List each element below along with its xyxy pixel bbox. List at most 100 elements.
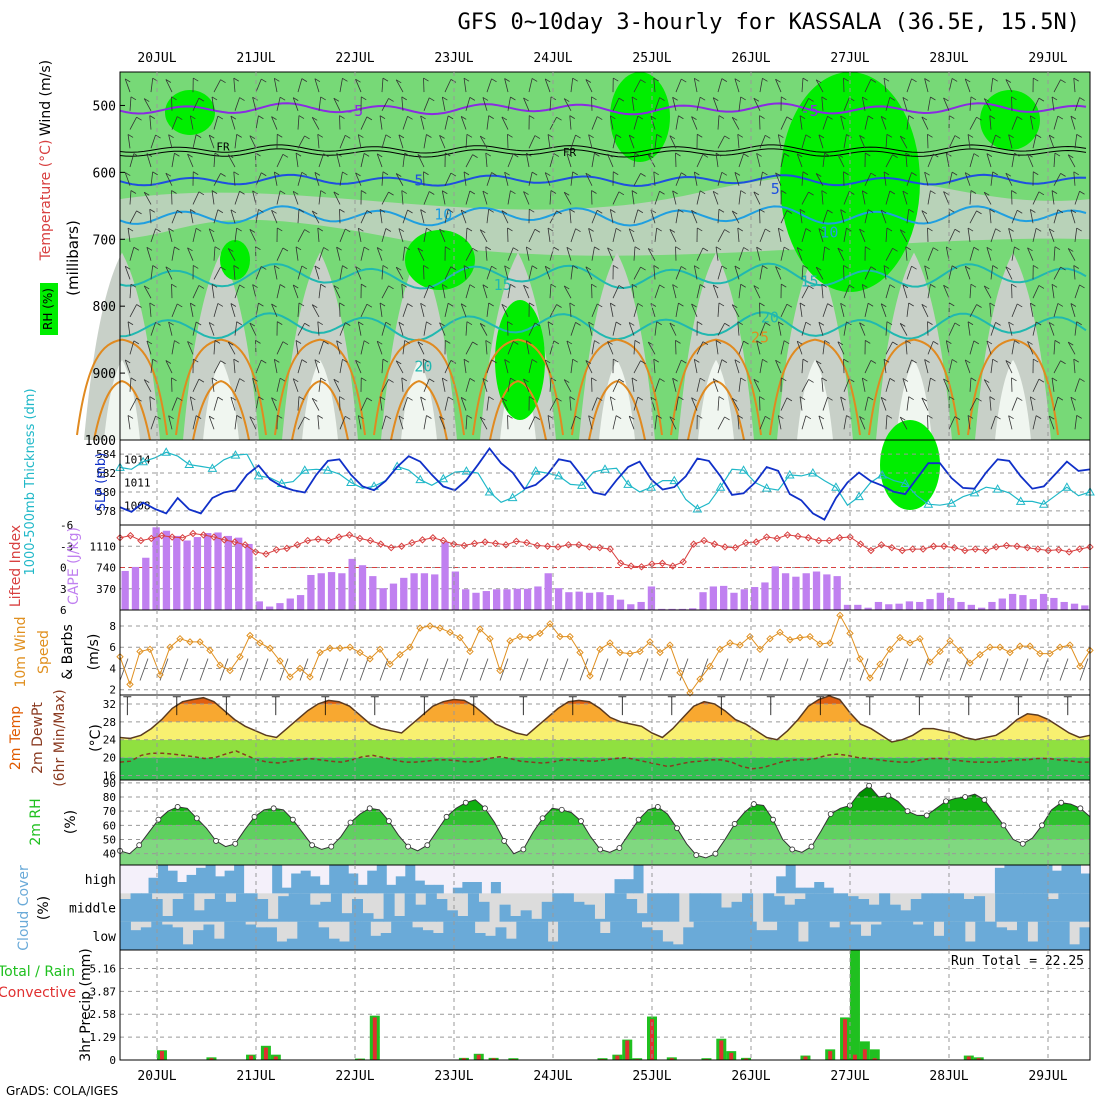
pressure-tick-label: 600 xyxy=(93,166,116,181)
wind-barb xyxy=(1008,134,1013,149)
wind-barb xyxy=(236,227,242,232)
wind-barb xyxy=(786,116,793,121)
wind-barb xyxy=(762,265,768,269)
wind-barb xyxy=(1008,415,1014,420)
wind-barb xyxy=(943,97,949,102)
cloud-bar-low xyxy=(599,933,611,950)
contour-label: 20 xyxy=(761,309,779,327)
wind10-marker xyxy=(606,639,614,647)
thickness-marker xyxy=(738,465,749,474)
wind-barb xyxy=(818,321,825,326)
wind-barb xyxy=(381,191,389,205)
wind-barb xyxy=(177,303,183,308)
wind-barb xyxy=(572,265,578,269)
wind-barb xyxy=(174,152,180,157)
wind-barb xyxy=(301,171,308,176)
wind-barb xyxy=(465,154,473,168)
wind-barb xyxy=(165,79,172,83)
wind-barb xyxy=(564,285,570,290)
wind-barb xyxy=(485,152,491,157)
wind-barb xyxy=(967,227,974,232)
wind-barb xyxy=(377,340,383,345)
wind-barb xyxy=(355,172,362,186)
wind-barb xyxy=(444,115,449,130)
wind-barb xyxy=(990,265,994,280)
li-marker xyxy=(231,538,239,546)
wind-barb xyxy=(570,265,574,280)
cloud-bar-middle xyxy=(900,910,912,922)
wind-barb xyxy=(556,116,562,121)
wind-barb xyxy=(889,284,896,289)
wind-barb xyxy=(1070,115,1077,120)
wind-barb xyxy=(189,115,194,130)
cloud-bar-low xyxy=(943,921,955,950)
wind-barb xyxy=(591,283,597,288)
wind-barb xyxy=(724,135,730,140)
wind-barb xyxy=(786,303,793,308)
wind-barb xyxy=(239,378,245,382)
cloud-bar-middle xyxy=(942,893,954,922)
wind-barb xyxy=(136,397,142,402)
wind-barb xyxy=(1076,227,1082,232)
wind-barb xyxy=(504,171,510,176)
wind-barb xyxy=(149,302,155,307)
wind-barb xyxy=(545,172,551,176)
wind-barb xyxy=(301,359,308,363)
wind10-marker xyxy=(176,634,184,643)
wind-barb xyxy=(840,303,845,317)
wind-barb xyxy=(717,323,725,336)
wind-barb xyxy=(236,415,242,419)
date-tick-bottom: 29JUL xyxy=(1028,1069,1067,1084)
wind-barb xyxy=(361,283,367,288)
wind-barb xyxy=(797,247,803,251)
wind-barb xyxy=(271,210,278,224)
wind10-marker xyxy=(676,668,684,677)
li-marker xyxy=(387,543,395,552)
wind-barb xyxy=(694,77,700,82)
li-marker xyxy=(283,544,291,553)
wind10-marker xyxy=(306,673,314,681)
wind-barb xyxy=(615,415,622,419)
wind10-marker xyxy=(276,657,284,665)
wind-barb xyxy=(1053,209,1059,224)
cloud-bar-middle xyxy=(815,893,827,922)
cloud-bar-high xyxy=(291,873,302,894)
cape-bar xyxy=(235,537,243,610)
cape-bar xyxy=(1060,601,1068,610)
wind-barb xyxy=(528,322,536,336)
wind10-barb xyxy=(219,658,229,681)
wind-barb xyxy=(908,302,914,307)
wind-barb xyxy=(943,191,950,205)
wind-barb xyxy=(822,153,826,168)
wind-barb xyxy=(358,321,364,326)
wind-barb xyxy=(696,378,701,392)
wind-barb xyxy=(1070,303,1077,307)
wind-barb xyxy=(149,115,152,130)
wind-barb xyxy=(298,115,305,119)
cloud-bar-middle xyxy=(1037,893,1049,922)
wind-barb xyxy=(609,303,614,317)
wind10-barb xyxy=(739,658,749,681)
wind-barb xyxy=(1053,153,1056,168)
wind-barb xyxy=(195,134,202,138)
wind-barb xyxy=(174,246,180,251)
cape-bar xyxy=(410,573,418,610)
wind-barb xyxy=(556,304,562,308)
wind-barb xyxy=(339,171,343,186)
wind-barb xyxy=(797,153,803,158)
wind-barb xyxy=(948,265,953,280)
rh-marker xyxy=(424,842,431,849)
thickness-marker xyxy=(646,482,657,491)
wind-barb xyxy=(339,396,345,400)
cloud-bar-low xyxy=(985,921,997,950)
li-marker xyxy=(418,536,427,544)
wind-barb xyxy=(469,190,476,195)
wind-barb xyxy=(507,133,513,138)
wind-barb xyxy=(187,247,193,252)
wind-barb xyxy=(129,116,137,130)
wind-barb xyxy=(659,378,665,382)
cloud-bar-low xyxy=(453,921,465,950)
li-marker xyxy=(596,543,604,552)
wind-barb xyxy=(759,359,763,374)
wind-barb xyxy=(444,396,449,411)
